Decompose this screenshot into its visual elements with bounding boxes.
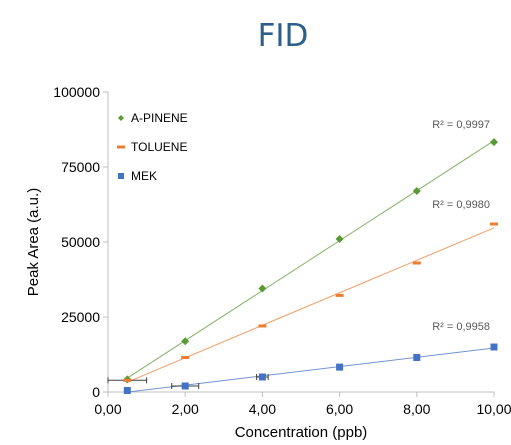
a-pinene-point [335,235,344,243]
toluene-point [181,356,190,359]
y-tick-label: 25000 [61,309,100,325]
mek-point [336,363,344,371]
r2-labels: R² = 0,9997 R² = 0,9980 R² = 0,9958 [432,119,490,333]
a-pinene-trendline [127,140,495,379]
a-pinene-legend-marker [118,115,124,121]
x-tick-label: 8,00 [403,401,430,417]
y-axis-label: Peak Area (a.u.) [25,188,42,296]
mek-legend-marker [118,173,124,179]
toluene-point [258,324,267,328]
toluene-legend-marker [117,145,125,149]
x-tick-labels: 0,00 2,00 4,00 6,00 8,00 10,00 [94,392,511,417]
y-tick-label: 75000 [61,159,100,175]
y-tick-labels: 0 25000 50000 75000 100000 [53,84,108,400]
toluene-trendline [127,227,495,383]
y-tick-label: 50000 [61,234,100,250]
a-pinene-point [258,284,267,293]
mek-point [181,382,189,390]
y-tick-label: 0 [92,384,100,400]
x-tick-label: 10,00 [476,401,511,417]
a-pinene-legend-label: A-PINENE [131,111,188,125]
mek-legend-label: MEK [131,169,157,183]
a-pinene-r2-label: R² = 0,9997 [432,119,490,131]
toluene-point [335,293,344,297]
data-markers [123,138,498,394]
toluene-point [412,261,421,265]
trendlines [127,140,495,393]
toluene-point [490,222,498,226]
a-pinene-point [412,187,421,195]
x-tick-label: 2,00 [172,401,199,417]
toluene-r2-label: R² = 0,9980 [432,199,490,211]
a-pinene-point [490,138,498,147]
x-axis-label: Concentration (ppb) [235,424,368,441]
x-tick-label: 4,00 [249,401,276,417]
chart-title: FID [258,18,309,54]
toluene-point [123,378,132,382]
mek-point [123,387,131,394]
x-tick-label: 6,00 [326,401,353,417]
mek-point [490,343,498,351]
a-pinene-point [181,337,190,346]
mek-point [413,354,421,361]
legend: A-PINENE TOLUENE MEK [117,111,188,183]
mek-point [258,373,266,381]
mek-r2-label: R² = 0,9958 [432,321,490,333]
toluene-legend-label: TOLUENE [131,140,187,154]
y-tick-label: 100000 [53,84,100,100]
x-tick-label: 0,00 [94,401,121,417]
